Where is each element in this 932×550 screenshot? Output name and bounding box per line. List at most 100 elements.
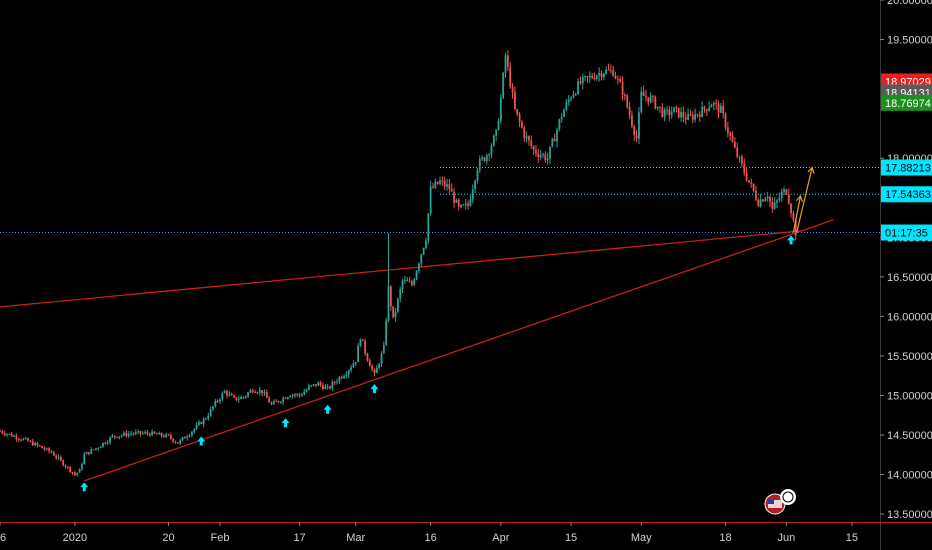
candle-body-262 bbox=[612, 69, 615, 76]
candle-body-227 bbox=[530, 140, 533, 147]
candle-body-327 bbox=[764, 198, 767, 202]
x-tick-label-6: 16 bbox=[425, 532, 437, 544]
candle-body-252 bbox=[588, 75, 591, 78]
candle-body-145 bbox=[338, 377, 341, 382]
candle-body-240 bbox=[560, 116, 563, 120]
candle-body-192 bbox=[448, 184, 451, 190]
candle-body-280 bbox=[654, 96, 657, 109]
candle-body-330 bbox=[771, 201, 774, 209]
news-badge-icon[interactable] bbox=[780, 489, 796, 505]
candle-body-164 bbox=[382, 345, 385, 354]
candle-body-105 bbox=[244, 396, 247, 398]
trendlines bbox=[0, 219, 834, 482]
candle-body-193 bbox=[450, 189, 453, 192]
candle-body-209 bbox=[488, 154, 491, 156]
candle-body-80 bbox=[186, 436, 189, 439]
candle-body-72 bbox=[167, 434, 170, 436]
x-tick-label-4: 17 bbox=[293, 532, 305, 544]
candle-body-114 bbox=[265, 392, 268, 398]
flag-icon[interactable] bbox=[764, 493, 786, 515]
candle-body-81 bbox=[188, 435, 191, 437]
candle-body-7 bbox=[15, 435, 18, 440]
candle-body-76 bbox=[176, 442, 179, 444]
x-tick-label-0: 16 bbox=[0, 532, 6, 544]
candle-body-26 bbox=[59, 457, 62, 461]
candle-body-169 bbox=[394, 311, 397, 318]
candle-body-290 bbox=[677, 107, 680, 118]
candle-body-254 bbox=[593, 77, 596, 80]
candle-body-299 bbox=[698, 114, 701, 117]
candle-body-222 bbox=[518, 114, 521, 122]
candle-body-36 bbox=[83, 454, 86, 465]
candle-body-335 bbox=[783, 189, 785, 192]
candle-body-107 bbox=[249, 390, 252, 393]
candle-body-87 bbox=[202, 418, 205, 425]
candle-body-272 bbox=[635, 135, 638, 139]
candle-body-21 bbox=[48, 448, 51, 452]
candle-body-278 bbox=[649, 96, 652, 103]
candle-body-239 bbox=[558, 119, 561, 130]
candle-body-316 bbox=[738, 156, 741, 158]
candle-body-220 bbox=[513, 92, 516, 109]
candle-body-306 bbox=[715, 102, 718, 104]
time-axis[interactable]: 16202020Feb17Mar16Apr15May18Jun15 bbox=[0, 522, 858, 544]
candle-body-233 bbox=[544, 154, 547, 161]
candle-body-336 bbox=[785, 189, 788, 194]
candle-body-53 bbox=[123, 432, 125, 436]
x-tick-label-2: 20 bbox=[162, 532, 174, 544]
candle-body-27 bbox=[62, 460, 65, 466]
candle-body-3 bbox=[6, 434, 8, 436]
candle-body-4 bbox=[8, 433, 11, 435]
candle-body-182 bbox=[425, 240, 427, 248]
candle-body-326 bbox=[762, 199, 764, 202]
y-tick-label-4: 16.50000 bbox=[887, 272, 932, 284]
candle-body-165 bbox=[385, 320, 388, 346]
candle-body-328 bbox=[766, 196, 769, 199]
candle-body-154 bbox=[359, 339, 362, 346]
candles bbox=[0, 50, 797, 477]
up-arrow-icon-1 bbox=[197, 436, 206, 446]
candle-body-51 bbox=[118, 436, 121, 438]
candle-body-208 bbox=[485, 155, 488, 162]
candle-body-39 bbox=[90, 449, 93, 454]
candle-body-104 bbox=[242, 397, 245, 399]
candle-body-57 bbox=[132, 433, 135, 435]
candle-body-31 bbox=[71, 472, 74, 474]
candle-body-67 bbox=[155, 433, 158, 435]
candle-body-163 bbox=[380, 353, 383, 365]
candle-body-228 bbox=[532, 146, 535, 150]
candle-body-287 bbox=[670, 112, 673, 116]
candle-body-50 bbox=[116, 436, 118, 438]
candle-body-334 bbox=[780, 191, 783, 199]
candle-body-310 bbox=[724, 113, 727, 128]
candle-body-30 bbox=[69, 466, 72, 473]
candle-body-288 bbox=[673, 107, 675, 113]
up-arrow-icon-3 bbox=[323, 404, 332, 414]
candle-body-69 bbox=[160, 432, 163, 436]
candle-body-291 bbox=[680, 111, 682, 118]
candle-body-259 bbox=[605, 69, 608, 74]
candle-body-75 bbox=[174, 441, 177, 443]
candle-body-49 bbox=[113, 435, 116, 437]
candle-body-202 bbox=[471, 189, 474, 200]
candle-body-19 bbox=[43, 448, 46, 450]
y-tick-label-10: 13.50000 bbox=[887, 509, 932, 521]
candle-body-213 bbox=[497, 121, 500, 130]
candle-body-95 bbox=[221, 393, 224, 400]
candle-body-135 bbox=[315, 384, 317, 386]
candle-body-281 bbox=[656, 106, 659, 109]
candle-body-48 bbox=[111, 435, 114, 438]
candle-body-96 bbox=[223, 390, 226, 394]
candle-body-300 bbox=[701, 106, 704, 117]
candle-body-312 bbox=[729, 132, 732, 136]
candle-body-256 bbox=[598, 73, 601, 76]
candle-body-129 bbox=[301, 394, 303, 396]
x-tick-label-11: Jun bbox=[778, 532, 796, 544]
candle-body-0 bbox=[0, 431, 1, 433]
candle-body-25 bbox=[57, 457, 60, 459]
candle-body-203 bbox=[474, 180, 477, 190]
candle-body-44 bbox=[102, 442, 104, 447]
candle-body-66 bbox=[153, 431, 156, 434]
